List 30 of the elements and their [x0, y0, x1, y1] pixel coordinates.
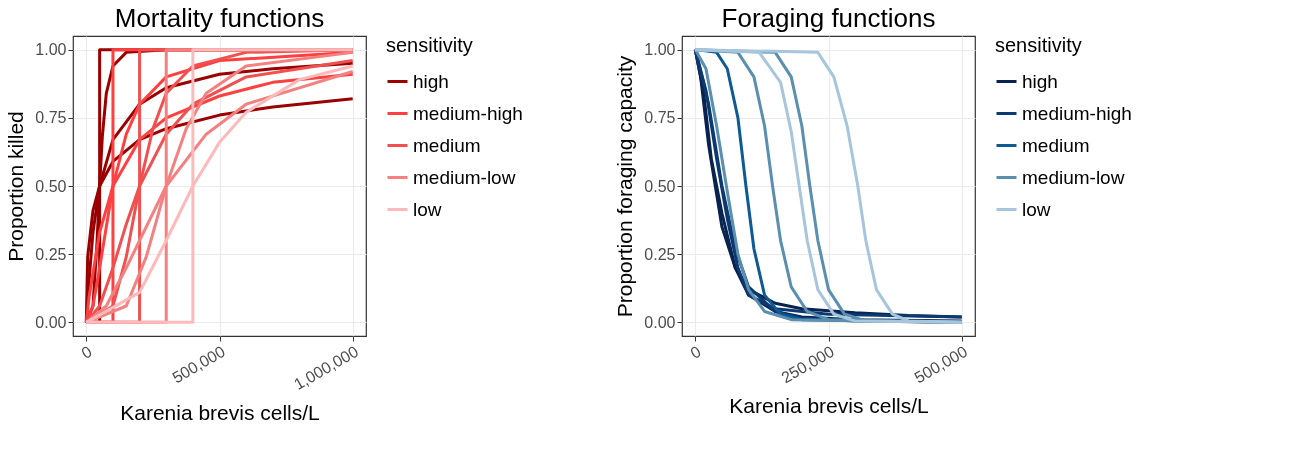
legend-label: medium-low — [413, 166, 516, 188]
legend-title: sensitivity — [995, 34, 1082, 56]
legend-label: medium — [413, 134, 481, 156]
legend-label: medium-low — [1022, 166, 1125, 188]
x-tick-label: 0 — [687, 342, 704, 362]
x-axis-title: Karenia brevis cells/L — [729, 394, 929, 418]
y-tick-label: 0.50 — [644, 177, 676, 195]
y-axis-title: Proportion killed — [4, 111, 28, 262]
y-tick-label: 0.00 — [35, 313, 67, 331]
chart-title: Mortality functions — [114, 3, 325, 33]
y-tick-label: 0.00 — [644, 313, 676, 331]
legend-title: sensitivity — [386, 34, 473, 56]
x-axis-title: Karenia brevis cells/L — [120, 400, 320, 424]
x-tick-label: 0 — [78, 342, 95, 362]
y-tick-label: 1.00 — [644, 41, 676, 59]
legend-label: medium — [1022, 134, 1090, 156]
y-axis-title: Proportion foraging capacity — [613, 55, 637, 318]
y-tick-label: 0.75 — [644, 109, 676, 127]
chart-title: Foraging functions — [721, 3, 936, 33]
legend-label: low — [413, 198, 442, 220]
y-tick-label: 0.25 — [35, 245, 67, 263]
y-tick-label: 0.75 — [35, 109, 67, 127]
legend-label: medium-high — [1022, 102, 1132, 124]
y-tick-label: 0.50 — [35, 177, 67, 195]
legend-label: high — [1022, 70, 1058, 92]
legend-label: medium-high — [413, 102, 523, 124]
y-tick-label: 1.00 — [35, 41, 67, 59]
legend-label: high — [413, 70, 449, 92]
y-tick-label: 0.25 — [644, 245, 676, 263]
legend-label: low — [1022, 198, 1051, 220]
